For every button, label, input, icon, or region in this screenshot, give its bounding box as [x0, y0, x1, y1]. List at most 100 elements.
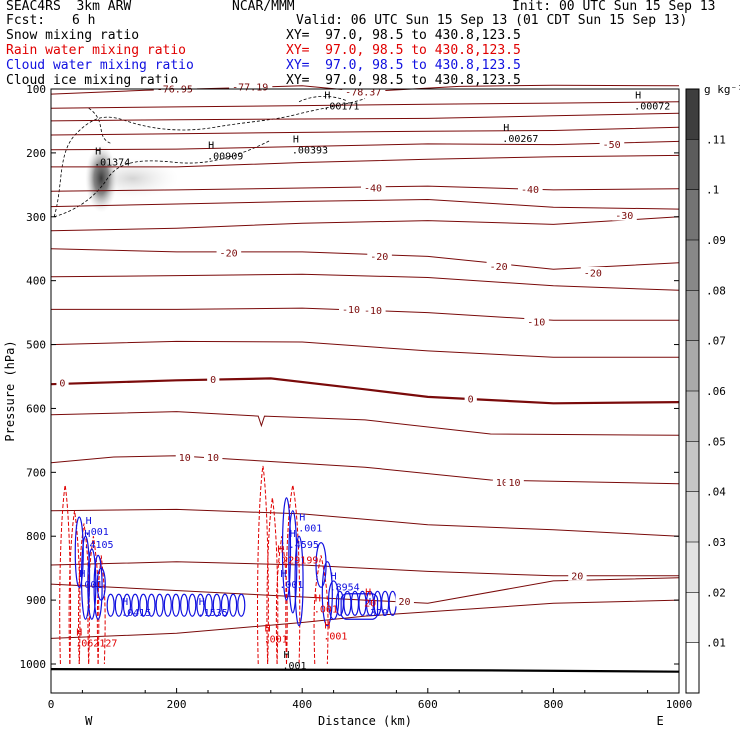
colorbar-label: .02 [706, 586, 726, 599]
temperature-label: 10 [496, 478, 508, 489]
cloud-water-contour [106, 593, 115, 617]
maximum-label: .229199 [276, 556, 318, 567]
maximum-marker: H [122, 597, 128, 608]
temperature-label-bg [580, 267, 606, 278]
y-tick-label: 700 [26, 466, 46, 479]
cloud-water-contour [315, 542, 327, 588]
cloud-water-contour [229, 593, 238, 617]
colorbar-swatch [686, 340, 699, 391]
y-axis-title: Pressure (hPa) [3, 340, 17, 441]
temperature-isotherm [50, 273, 680, 291]
cloud-water-contour [328, 580, 340, 620]
temperature-label-bg [492, 476, 512, 488]
maximum-marker: H [365, 587, 371, 598]
temperature-isotherm [50, 455, 680, 485]
colorbar-label: .11 [706, 133, 726, 146]
temperature-isotherm [50, 112, 680, 122]
cloud-water-contour [131, 593, 140, 617]
init-time: Init: 00 UTC Sun 15 Sep 13 [512, 0, 716, 14]
temperature-label: -20 [584, 269, 602, 280]
west-endpoint-label: W [85, 714, 93, 728]
temperature-label: 0 [59, 378, 65, 389]
cloud-water-contour [212, 593, 221, 617]
maximum-marker: H [79, 569, 85, 580]
cloud-water-contour [294, 535, 304, 627]
field-snow-name: Snow mixing ratio [6, 28, 140, 43]
y-tick-label: 1000 [20, 658, 47, 671]
temperature-label-bg [339, 303, 364, 315]
temperature-label-bg [612, 209, 637, 221]
y-tick-label: 100 [26, 83, 46, 96]
colorbar-swatch [686, 441, 699, 492]
cloud-water-contour [343, 590, 352, 616]
temperature-label: -78.37 [345, 88, 381, 99]
rain-contour [285, 485, 301, 665]
maximum-label: .00909 [207, 152, 243, 163]
temperature-isotherm [50, 377, 680, 405]
colorbar: .01 .02 .03 .04 .05 .06 .07 .08 .09 .1 .11 g kg⁻¹ [685, 83, 740, 694]
maximum-marker: H [199, 597, 205, 608]
snow-contours [53, 95, 366, 218]
temperature-label-bg [486, 260, 512, 272]
temperature-label: 10 [207, 453, 219, 464]
snow-outline-inner [88, 107, 111, 144]
temperature-label-bg [361, 304, 386, 316]
temperature-isotherm [50, 126, 680, 136]
temperature-label-bg [229, 81, 273, 93]
east-endpoint-label: E [657, 714, 664, 728]
temperature-isotherm [50, 411, 680, 436]
cloud-water-contour [340, 593, 379, 620]
cloud-water-contour [350, 590, 360, 616]
temperature-label-bg [204, 451, 223, 463]
temperature-isotherm [50, 140, 680, 151]
cloud-water-contour [188, 593, 197, 617]
maximum-label: .001 [323, 632, 347, 643]
cloud-water-contour [196, 593, 205, 617]
x-tick-label: 400 [292, 698, 312, 711]
field-snow-xy: XY= 97.0, 98.5 to 430.8,123.5 [286, 28, 521, 43]
temperature-label: -50 [603, 140, 621, 151]
maximum-marker: H [635, 90, 641, 101]
temperature-label-bg [216, 247, 242, 259]
x-tick-label: 800 [543, 698, 563, 711]
cloud-water-contour [163, 593, 172, 617]
ice-shading-core [85, 144, 118, 213]
temperature-label: 10 [508, 478, 520, 489]
colorbar-swatch [686, 290, 699, 341]
cloud-water-contours [74, 497, 397, 627]
temperature-label: -10 [527, 318, 545, 329]
temperature-label: 20 [399, 597, 411, 608]
temperature-label-bg [342, 86, 386, 98]
rain-contour [257, 465, 269, 665]
maximum-label: .8954 [330, 582, 360, 593]
maximum-label: .001 [298, 524, 322, 535]
temperature-isotherm [50, 340, 679, 358]
field-cloud-water-xy: XY= 97.0, 98.5 to 430.8,123.5 [286, 58, 521, 73]
colorbar-swatch [686, 240, 699, 291]
temperature-label: -20 [490, 262, 508, 273]
field-rain-name: Rain water mixing ratio [6, 43, 187, 58]
maximum-label: .1535 [198, 608, 228, 619]
temperature-label: -20 [370, 252, 388, 263]
rain-contour [313, 555, 329, 665]
temperature-label-bg [175, 451, 195, 463]
plot-frame [50, 88, 680, 694]
maximum-marker: H [299, 513, 305, 524]
colorbar-swatch [686, 89, 699, 140]
colorbar-swatch [686, 139, 699, 190]
cloud-water-contour [180, 593, 189, 617]
snow-outline-main [53, 98, 366, 217]
temperature-isotherm [50, 508, 680, 537]
maximum-marker: H [331, 571, 337, 582]
maximum-label: .00267 [502, 134, 538, 145]
maximum-label: .001 [85, 527, 109, 538]
rain-contour [59, 485, 72, 665]
maximum-marker: H [277, 545, 283, 556]
temperature-isotherm [50, 101, 680, 109]
colorbar-label: .07 [706, 335, 726, 348]
maximum-marker: H [95, 146, 101, 157]
x-tick-label: 200 [167, 698, 187, 711]
cloud-water-contour [147, 593, 156, 617]
colorbar-unit: g kg⁻¹ [704, 83, 740, 96]
